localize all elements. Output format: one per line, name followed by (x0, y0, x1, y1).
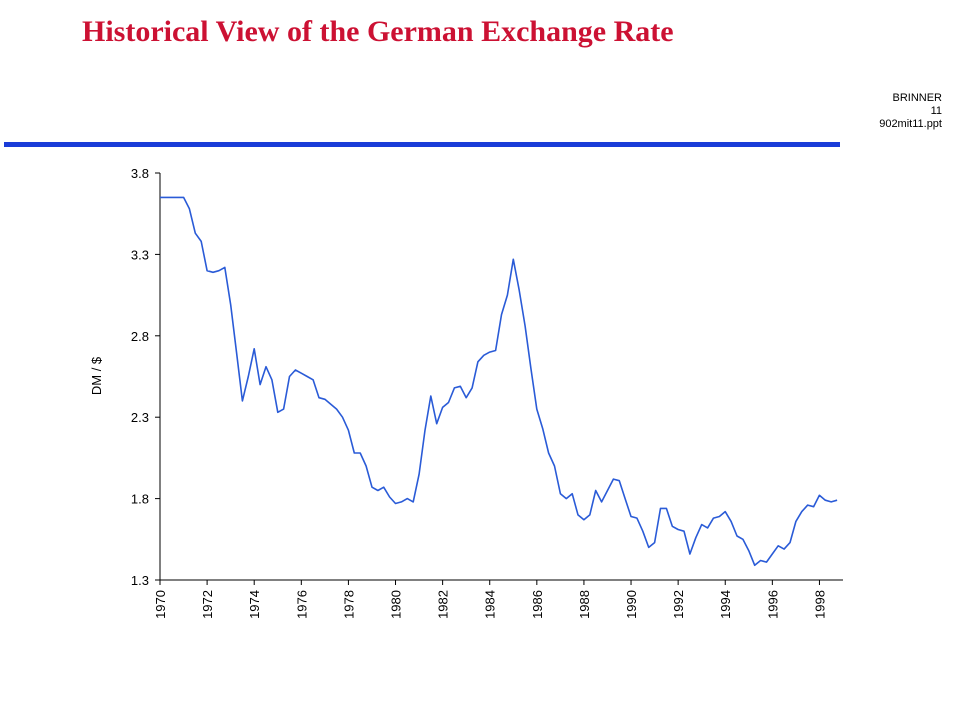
slide-info: BRINNER 11 902mit11.ppt (879, 92, 942, 131)
y-tick-label: 2.3 (131, 410, 149, 425)
x-tick-label: 1976 (294, 590, 309, 619)
x-tick-label: 1988 (577, 590, 592, 619)
x-tick-label: 1984 (483, 590, 498, 619)
x-tick-label: 1986 (530, 590, 545, 619)
x-tick-label: 1982 (436, 590, 451, 619)
y-tick-label: 1.3 (131, 573, 149, 588)
x-tick-label: 1994 (718, 590, 733, 619)
slide-info-page-number: 11 (930, 105, 942, 117)
series-line-0 (160, 196, 838, 567)
slide-title: Historical View of the German Exchange R… (82, 15, 674, 48)
y-axis: 1.3 1.8 2.3 2.8 3.3 3.8 (131, 166, 161, 588)
x-tick-label: 1972 (200, 590, 215, 619)
x-tick-label: 1980 (389, 590, 404, 619)
x-tick-label: 1970 (153, 590, 168, 619)
x-axis: 1970 1972 1974 1976 1978 1980 1982 1984 1986 1988… (153, 579, 843, 619)
y-tick-label: 3.3 (131, 247, 149, 262)
y-axis-label: DM / $ (89, 356, 104, 395)
plot-area (160, 196, 838, 567)
x-tick-label: 1978 (341, 590, 356, 619)
x-tick-label: 1996 (765, 590, 780, 619)
y-tick-label: 2.8 (131, 329, 149, 344)
title-divider (4, 142, 840, 147)
x-tick-label: 1990 (624, 590, 639, 619)
y-tick-label: 3.8 (131, 166, 149, 181)
x-tick-label: 1974 (247, 590, 262, 619)
slide-info-filename: 902mit11.ppt (879, 118, 942, 130)
slide-info-author: BRINNER (892, 92, 942, 104)
y-tick-label: 1.8 (131, 492, 149, 507)
x-tick-label: 1998 (812, 590, 827, 619)
x-tick-label: 1992 (671, 590, 686, 619)
